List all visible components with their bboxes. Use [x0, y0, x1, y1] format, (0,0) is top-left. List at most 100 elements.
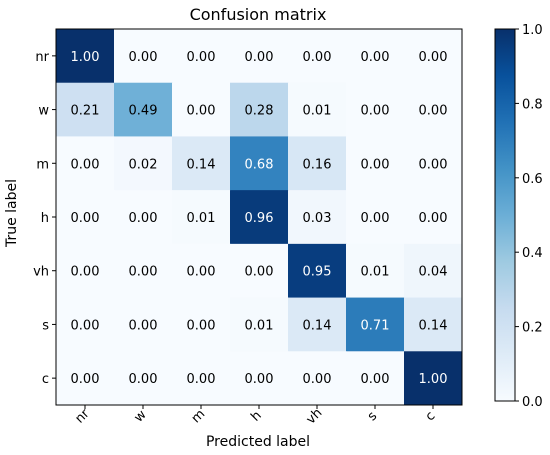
- cell-value-2-5: 0.00: [361, 157, 390, 172]
- matrix-cell-3-2: [172, 190, 231, 245]
- matrix-cell-6-5: [346, 351, 405, 406]
- matrix-cell-1-6: [404, 82, 463, 137]
- y-tick-label-c: c: [42, 372, 49, 387]
- matrix-cell-0-3: [230, 29, 289, 84]
- cell-value-6-6: 1.00: [419, 372, 448, 387]
- cell-value-2-3: 0.68: [245, 157, 274, 172]
- y-tick-label-w: w: [38, 104, 49, 119]
- matrix-cell-2-5: [346, 136, 405, 191]
- matrix-cell-1-4: [288, 82, 347, 137]
- matrix-cell-0-6: [404, 29, 463, 84]
- cell-value-4-5: 0.01: [361, 265, 390, 280]
- matrix-cell-5-3: [230, 297, 289, 352]
- cell-value-0-6: 0.00: [419, 50, 448, 65]
- colorbar-tick-label: 0.2: [522, 321, 543, 336]
- cell-value-4-6: 0.04: [419, 265, 448, 280]
- x-tick-label-vh: vh: [304, 406, 326, 428]
- x-tick-label-s: s: [365, 409, 381, 425]
- y-tick-label-m: m: [36, 157, 49, 172]
- x-tick-label-nr: nr: [72, 406, 93, 427]
- matrix-cell-6-6: [404, 351, 463, 406]
- y-tick-label-h: h: [41, 211, 49, 226]
- chart-title: Confusion matrix: [190, 5, 327, 24]
- cell-value-3-3: 0.96: [245, 211, 274, 226]
- cell-value-4-3: 0.00: [245, 265, 274, 280]
- cell-value-1-3: 0.28: [245, 104, 274, 119]
- cell-value-1-5: 0.00: [361, 104, 390, 119]
- cell-value-3-6: 0.00: [419, 211, 448, 226]
- cell-value-6-1: 0.00: [129, 372, 158, 387]
- cell-value-0-3: 0.00: [245, 50, 274, 65]
- cell-value-2-4: 0.16: [303, 157, 332, 172]
- colorbar-tick-label: 0.0: [522, 395, 543, 410]
- cell-value-5-1: 0.00: [129, 318, 158, 333]
- cell-value-3-0: 0.00: [71, 211, 100, 226]
- colorbar-tick-label: 0.8: [522, 97, 543, 112]
- cell-value-1-4: 0.01: [303, 104, 332, 119]
- cell-value-0-2: 0.00: [187, 50, 216, 65]
- cell-value-4-2: 0.00: [187, 265, 216, 280]
- cell-value-1-1: 0.49: [129, 104, 158, 119]
- matrix-cell-3-1: [114, 190, 173, 245]
- cell-value-2-0: 0.00: [71, 157, 100, 172]
- matrix-cell-5-6: [404, 297, 463, 352]
- matrix-cell-4-5: [346, 243, 405, 299]
- colorbar-tick-label: 0.6: [522, 172, 543, 187]
- matrix-cell-6-4: [288, 351, 347, 406]
- cell-value-5-6: 0.14: [419, 318, 448, 333]
- cell-value-2-2: 0.14: [187, 157, 216, 172]
- cell-value-0-1: 0.00: [129, 50, 158, 65]
- cell-value-1-2: 0.00: [187, 104, 216, 119]
- matrix-cell-6-2: [172, 351, 231, 406]
- x-axis-ticks: nr w m h vh s c: [72, 405, 438, 427]
- matrix-cell-0-1: [114, 29, 173, 84]
- x-tick-label-m: m: [189, 407, 209, 427]
- cell-value-3-1: 0.00: [129, 211, 158, 226]
- cell-value-5-4: 0.14: [303, 318, 332, 333]
- cell-value-3-5: 0.00: [361, 211, 390, 226]
- matrix-cell-2-2: [172, 136, 231, 191]
- matrix-cell-6-0: [56, 351, 115, 406]
- matrix-cell-4-1: [114, 243, 173, 299]
- matrix-cell-2-0: [56, 136, 115, 191]
- matrix-cells: 1.00 0.00 0.00 0.00 0.00 0.00 0.00 0.21 0.49 0.00…: [56, 29, 463, 406]
- matrix-cell-2-4: [288, 136, 347, 191]
- cell-value-1-6: 0.00: [419, 104, 448, 119]
- cell-value-3-2: 0.01: [187, 211, 216, 226]
- matrix-cell-4-4: [288, 243, 347, 299]
- matrix-cell-4-2: [172, 243, 231, 299]
- y-tick-label-s: s: [42, 318, 49, 333]
- cell-value-3-4: 0.03: [303, 211, 332, 226]
- x-tick-label-h: h: [248, 408, 264, 424]
- cell-value-6-5: 0.00: [361, 372, 390, 387]
- y-axis-label: True label: [4, 179, 20, 248]
- cell-value-6-3: 0.00: [245, 372, 274, 387]
- matrix-cell-1-3: [230, 82, 289, 137]
- matrix-cell-1-2: [172, 82, 231, 137]
- matrix-cell-5-2: [172, 297, 231, 352]
- matrix-cell-6-1: [114, 351, 173, 406]
- cell-value-0-4: 0.00: [303, 50, 332, 65]
- matrix-cell-2-6: [404, 136, 463, 191]
- cell-value-4-0: 0.00: [71, 265, 100, 280]
- cell-value-5-5: 0.71: [361, 318, 390, 333]
- y-axis-ticks: nr w m h vh s c: [33, 50, 56, 387]
- cell-value-6-2: 0.00: [187, 372, 216, 387]
- matrix-cell-3-6: [404, 190, 463, 245]
- x-axis-label: Predicted label: [206, 434, 310, 450]
- matrix-cell-6-3: [230, 351, 289, 406]
- cell-value-0-5: 0.00: [361, 50, 390, 65]
- colorbar-tick-label: 1.0: [522, 23, 543, 38]
- matrix-cell-0-5: [346, 29, 405, 84]
- matrix-cell-2-1: [114, 136, 173, 191]
- matrix-cell-1-1: [114, 82, 173, 137]
- y-tick-label-vh: vh: [33, 265, 49, 280]
- cell-value-5-2: 0.00: [187, 318, 216, 333]
- matrix-cell-4-6: [404, 243, 463, 299]
- cell-value-2-6: 0.00: [419, 157, 448, 172]
- cell-value-6-0: 0.00: [71, 372, 100, 387]
- matrix-cell-2-3: [230, 136, 289, 191]
- cell-value-5-0: 0.00: [71, 318, 100, 333]
- matrix-cell-4-3: [230, 243, 289, 299]
